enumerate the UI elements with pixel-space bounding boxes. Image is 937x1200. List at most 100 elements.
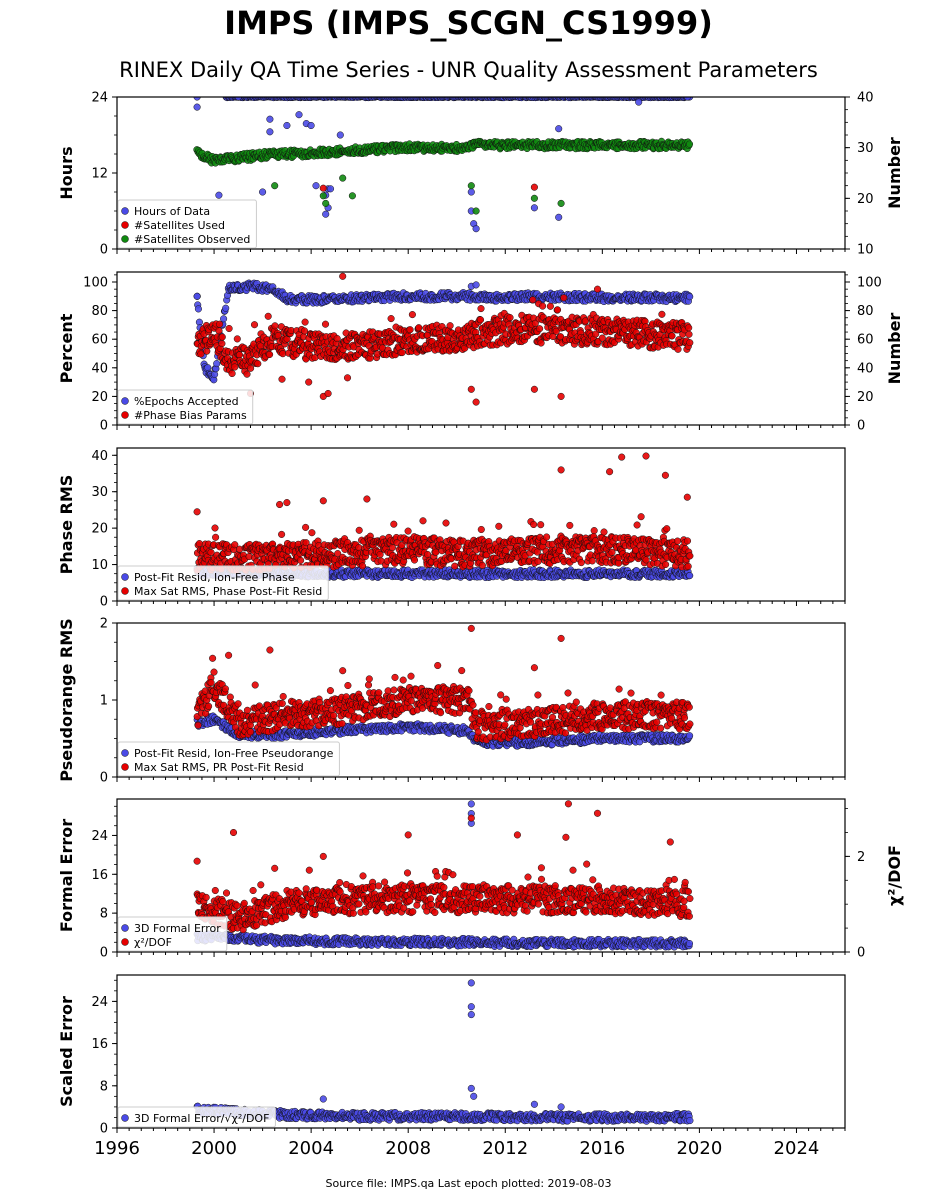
- series-1-3-point: [271, 182, 279, 190]
- series-2-2-trend-marker: [387, 315, 395, 323]
- series-1-1-point: [215, 191, 223, 199]
- series-2-2-trend-marker: [228, 369, 236, 378]
- series-2-2-trend-marker: [529, 296, 537, 304]
- series-3-2-trend-marker: [663, 525, 671, 533]
- y2-tick-label: 40: [857, 91, 874, 106]
- y-tick-label: 30: [91, 485, 108, 500]
- legend-label: Hours of Data: [134, 205, 210, 218]
- series-3-2-point: [363, 495, 371, 503]
- series-3-2-trend-marker: [308, 529, 316, 537]
- figure-subtitle: RINEX Daily QA Time Series - UNR Quality…: [119, 58, 818, 82]
- series-3-2-trend-marker: [537, 521, 545, 529]
- series-2-2-trend-marker: [247, 364, 255, 372]
- series-1-3-point: [472, 207, 480, 215]
- series-2-2-trend-marker: [218, 340, 226, 348]
- series-3-2-trend-marker: [577, 559, 585, 567]
- series-2-2-trend-marker: [333, 335, 341, 343]
- panel-2-legend: %Epochs Accepted#Phase Bias Params: [117, 389, 254, 425]
- series-2-2-trend-marker: [506, 314, 514, 322]
- series-1-1-point: [555, 125, 563, 133]
- series-2-2-trend-marker: [279, 350, 287, 358]
- series-3-2-trend-marker: [478, 561, 486, 569]
- series-2-2-trend-marker: [658, 310, 666, 318]
- y-tick-label: 10: [91, 558, 108, 573]
- series-3-2-trend-marker: [451, 562, 459, 570]
- series-3-2-point: [683, 493, 691, 501]
- panel-2-y2label: Number: [885, 313, 904, 385]
- series-3-2-point: [283, 499, 291, 507]
- series-2-2-point: [472, 398, 480, 406]
- panel-3-ylabel: Phase RMS: [57, 475, 76, 575]
- series-1-1-point: [322, 210, 330, 218]
- series-1-1-point: [193, 103, 201, 111]
- y-tick-label: 24: [91, 91, 108, 106]
- series-1-3-point: [557, 199, 565, 207]
- series-2-2-trend-marker: [225, 324, 233, 333]
- series-3-2-point: [642, 452, 650, 460]
- series-3-2-trend-marker: [662, 560, 670, 569]
- series-2-2-trend-marker: [592, 330, 600, 338]
- series-3-2-trend-marker: [404, 527, 412, 535]
- legend-label: %Epochs Accepted: [134, 395, 239, 408]
- series-2-2-trend-marker: [216, 320, 224, 328]
- series-1-1-point: [312, 182, 320, 190]
- series-3-2-trend-marker: [637, 513, 645, 521]
- legend-marker: [121, 221, 129, 229]
- y-tick-label: 20: [91, 390, 108, 405]
- series-3-1-trend-marker: [686, 572, 694, 580]
- y2-tick-label: 0: [857, 419, 865, 434]
- series-3-2-trend-marker: [231, 541, 239, 549]
- series-1-1-point: [307, 121, 315, 130]
- series-2-2-trend-marker: [668, 332, 676, 340]
- panel-1-markers: [193, 97, 694, 233]
- figure-title: IMPS (IMPS_SCGN_CS1999): [224, 4, 713, 42]
- series-2-2-trend-marker: [215, 327, 223, 335]
- series-2-2-trend-marker: [446, 322, 454, 330]
- series-2-1-trend-marker: [194, 305, 202, 313]
- series-2-2-point: [593, 285, 602, 293]
- series-1-1-point: [283, 121, 291, 130]
- legend-label: Post-Fit Resid, Ion-Free Phase: [134, 571, 295, 584]
- series-3-2-trend-marker: [673, 537, 682, 545]
- series-3-2-trend-marker: [195, 540, 203, 548]
- legend-label: #Phase Bias Params: [134, 409, 247, 422]
- series-3-2-trend-marker: [543, 533, 551, 541]
- series-2-2-trend-marker: [233, 335, 241, 343]
- legend-label: #Satellites Used: [134, 219, 225, 232]
- panel-1-y2label: Number: [885, 137, 904, 209]
- series-3-2-trend-marker: [419, 517, 427, 525]
- series-1-1-point: [193, 97, 201, 101]
- series-2-1-point: [472, 281, 480, 289]
- series-1-3-trend-marker: [685, 140, 694, 148]
- series-2-2-point: [324, 389, 332, 398]
- y2-tick-label: 20: [857, 390, 874, 405]
- panel-4-markers: [193, 624, 694, 750]
- series-3-2-trend-marker: [530, 520, 538, 529]
- legend-marker: [121, 411, 129, 419]
- legend-marker: [121, 207, 129, 215]
- series-1-1-point: [259, 188, 267, 196]
- series-2-2-point: [339, 272, 347, 280]
- series-2-2-trend-marker: [231, 363, 239, 371]
- series-1-1-point: [266, 115, 274, 123]
- series-3-2-trend-marker: [495, 522, 503, 530]
- y-tick-label: 60: [91, 333, 108, 348]
- series-2-1-trend-marker: [213, 360, 221, 368]
- series-3-2-trend-marker: [633, 521, 641, 529]
- series-3-2-trend-marker: [590, 527, 598, 535]
- series-2-2-point: [530, 385, 538, 393]
- series-3-2-trend-marker: [297, 556, 305, 564]
- y-tick-label: 40: [91, 449, 108, 464]
- series-3-2-trend-marker: [410, 556, 419, 564]
- series-1-2-point: [530, 183, 538, 191]
- series-1-1-point: [472, 225, 480, 233]
- series-2-2-trend-marker: [552, 327, 560, 335]
- panel-3-markers: [193, 452, 694, 582]
- series-2-2-point: [278, 375, 286, 383]
- series-2-2-trend-marker: [477, 305, 485, 313]
